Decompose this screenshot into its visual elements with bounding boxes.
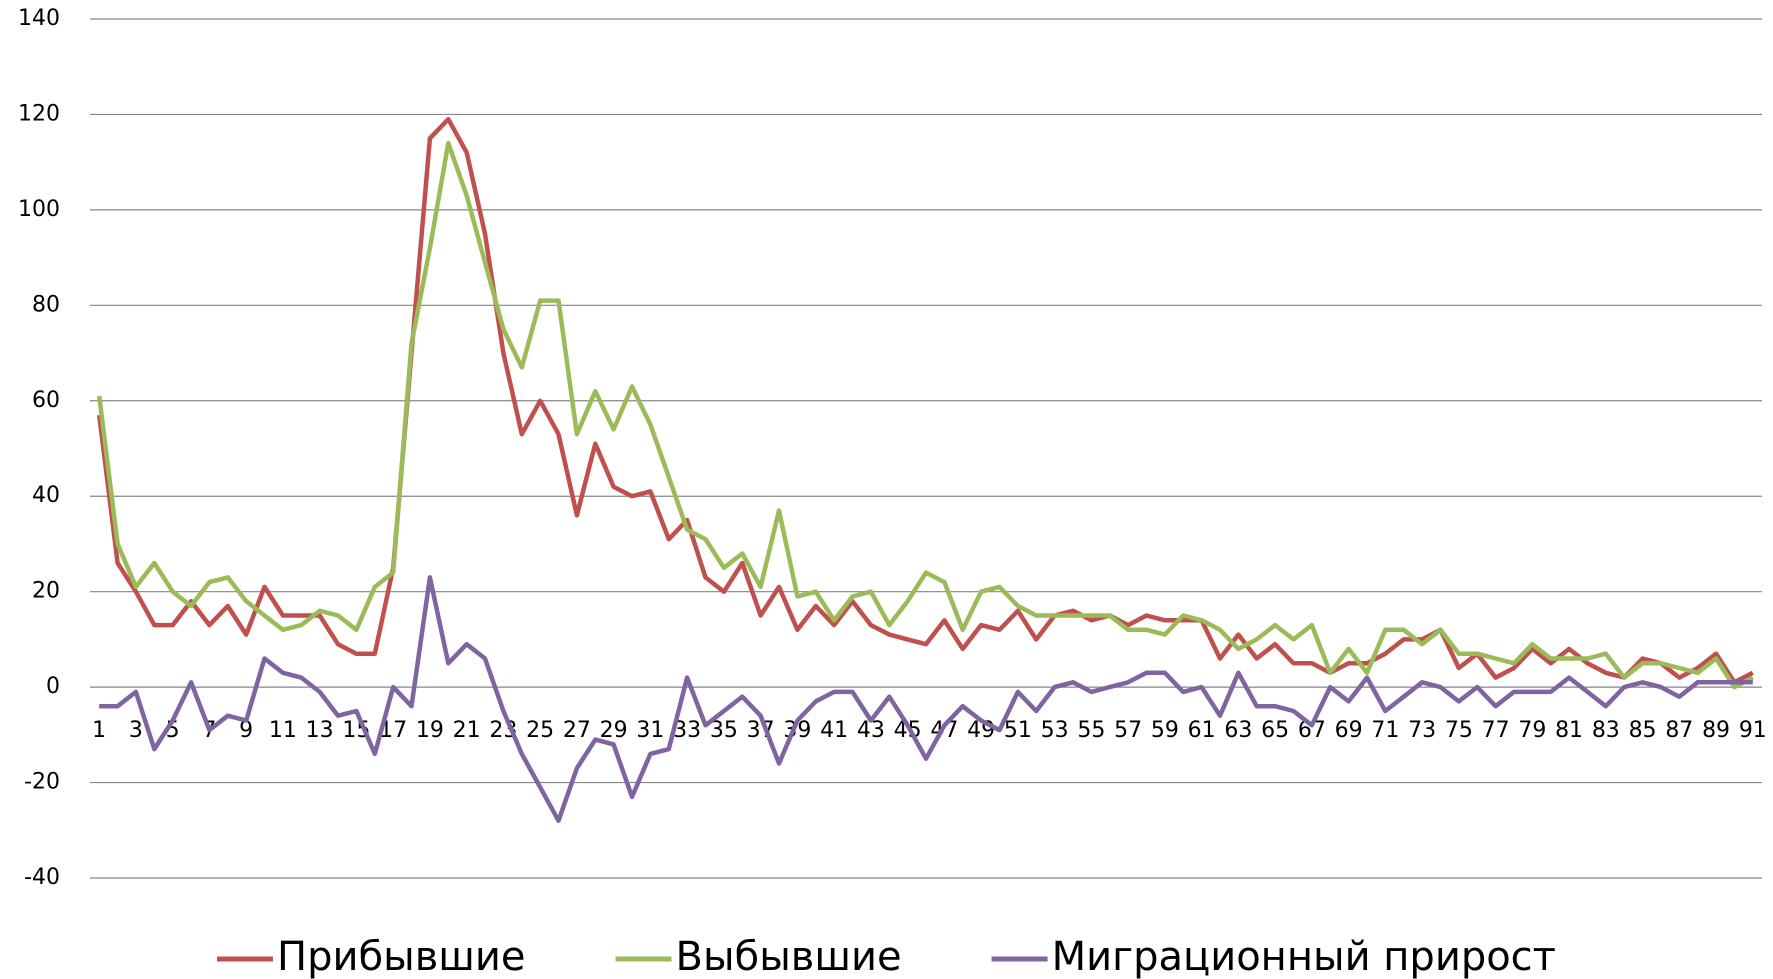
x-tick-label: 73: [1408, 718, 1436, 743]
y-tick-label: 120: [18, 101, 60, 126]
x-tick-label: 31: [636, 718, 664, 743]
legend-label: Выбывшие: [676, 934, 902, 979]
x-tick-label: 41: [820, 718, 848, 743]
x-tick-label: 21: [453, 718, 481, 743]
y-tick-label: 80: [32, 292, 60, 317]
x-tick-label: 77: [1482, 718, 1510, 743]
x-tick-label: 75: [1445, 718, 1473, 743]
x-tick-label: 11: [269, 718, 297, 743]
x-tick-label: 13: [306, 718, 334, 743]
x-tick-label: 1: [92, 718, 106, 743]
x-tick-label: 57: [1114, 718, 1142, 743]
y-tick-label: 40: [32, 483, 60, 508]
x-tick-label: 3: [129, 718, 143, 743]
legend-label: Миграционный прирост: [1052, 934, 1556, 979]
y-tick-label: -40: [24, 865, 60, 890]
x-tick-label: 25: [526, 718, 554, 743]
x-tick-label: 81: [1555, 718, 1583, 743]
y-tick-label: 140: [18, 6, 60, 31]
x-tick-label: 89: [1702, 718, 1730, 743]
x-tick-label: 79: [1518, 718, 1546, 743]
x-tick-label: 27: [563, 718, 591, 743]
x-tick-label: 35: [710, 718, 738, 743]
x-tick-label: 59: [1151, 718, 1179, 743]
x-tick-label: 87: [1665, 718, 1693, 743]
y-tick-label: 100: [18, 197, 60, 222]
legend-label: Прибывшие: [277, 934, 526, 979]
x-tick-label: 29: [600, 718, 628, 743]
x-tick-label: 55: [1077, 718, 1105, 743]
x-tick-label: 61: [1188, 718, 1216, 743]
x-tick-label: 65: [1261, 718, 1289, 743]
x-tick-label: 91: [1739, 718, 1767, 743]
x-tick-label: 63: [1224, 718, 1252, 743]
x-tick-label: 19: [416, 718, 444, 743]
y-tick-label: 60: [32, 388, 60, 413]
x-tick-label: 83: [1592, 718, 1620, 743]
x-tick-label: 85: [1629, 718, 1657, 743]
y-tick-label: 20: [32, 579, 60, 604]
x-tick-label: 69: [1335, 718, 1363, 743]
x-tick-label: 9: [239, 718, 253, 743]
x-tick-label: 71: [1371, 718, 1399, 743]
y-tick-label: 0: [46, 674, 60, 699]
series-line: [96, 140, 1754, 690]
x-tick-label: 51: [1004, 718, 1032, 743]
series-line: [99, 575, 1753, 823]
y-tick-label: -20: [24, 770, 60, 795]
x-tick-label: 53: [1041, 718, 1069, 743]
